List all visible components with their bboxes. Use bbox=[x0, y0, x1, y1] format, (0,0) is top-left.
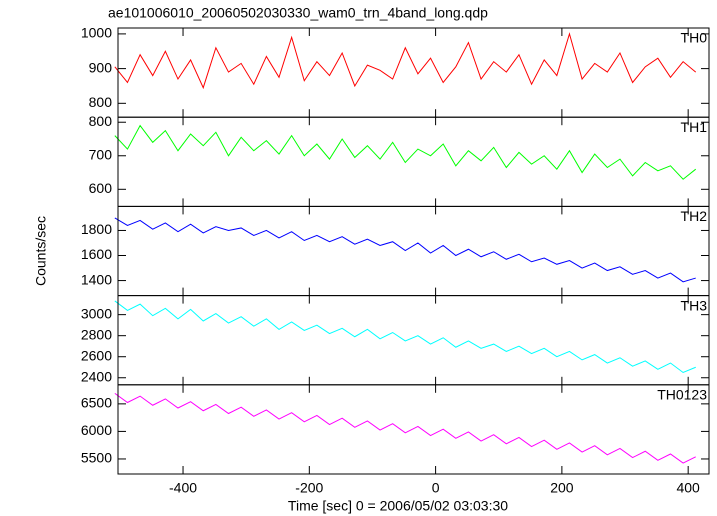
panel-frame bbox=[117, 384, 710, 475]
chart-title: ae101006010_20060502030330_wam0_trn_4ban… bbox=[108, 5, 488, 21]
x-tick-label: 0 bbox=[432, 480, 440, 496]
x-tick-label: 200 bbox=[550, 480, 574, 496]
y-tick-label: 700 bbox=[89, 146, 113, 162]
panel-label: TH0 bbox=[681, 30, 708, 46]
panel-frame bbox=[117, 116, 710, 207]
panel-frame bbox=[117, 205, 710, 297]
y-tick-label: 900 bbox=[89, 59, 113, 75]
y-tick-label: 600 bbox=[89, 180, 113, 196]
y-axis-label: Counts/sec bbox=[33, 216, 49, 286]
panel-frame bbox=[117, 295, 710, 386]
y-tick-label: 2800 bbox=[81, 326, 112, 342]
y-tick-label: 1000 bbox=[81, 25, 112, 41]
y-tick-label: 5500 bbox=[81, 450, 112, 466]
x-axis-label: Time [sec] 0 = 2006/05/02 03:03:30 bbox=[288, 498, 508, 514]
light-curve bbox=[114, 124, 697, 180]
x-tick-label: 400 bbox=[676, 480, 700, 496]
y-tick-label: 6500 bbox=[81, 395, 112, 411]
y-tick-label: 2400 bbox=[81, 368, 112, 384]
y-tick-label: 800 bbox=[89, 113, 113, 129]
light-curve bbox=[114, 300, 696, 374]
panel-label: TH1 bbox=[681, 119, 708, 135]
panel-label: TH0123 bbox=[657, 387, 707, 403]
light-curve bbox=[114, 217, 696, 283]
y-tick-label: 6000 bbox=[81, 422, 112, 438]
light-curve bbox=[114, 32, 697, 90]
y-tick-label: 800 bbox=[89, 94, 113, 110]
y-tick-label: 1600 bbox=[81, 246, 112, 262]
y-tick-label: 3000 bbox=[81, 305, 112, 321]
y-tick-label: 1800 bbox=[81, 221, 112, 237]
y-tick-label: 2600 bbox=[81, 347, 112, 363]
light-curve bbox=[114, 392, 696, 464]
x-tick-label: -400 bbox=[169, 480, 197, 496]
panel-label: TH2 bbox=[681, 208, 708, 224]
x-tick-label: -200 bbox=[295, 480, 323, 496]
panel-frame bbox=[117, 27, 710, 118]
y-tick-label: 1400 bbox=[81, 271, 112, 287]
panel-label: TH3 bbox=[681, 297, 708, 313]
